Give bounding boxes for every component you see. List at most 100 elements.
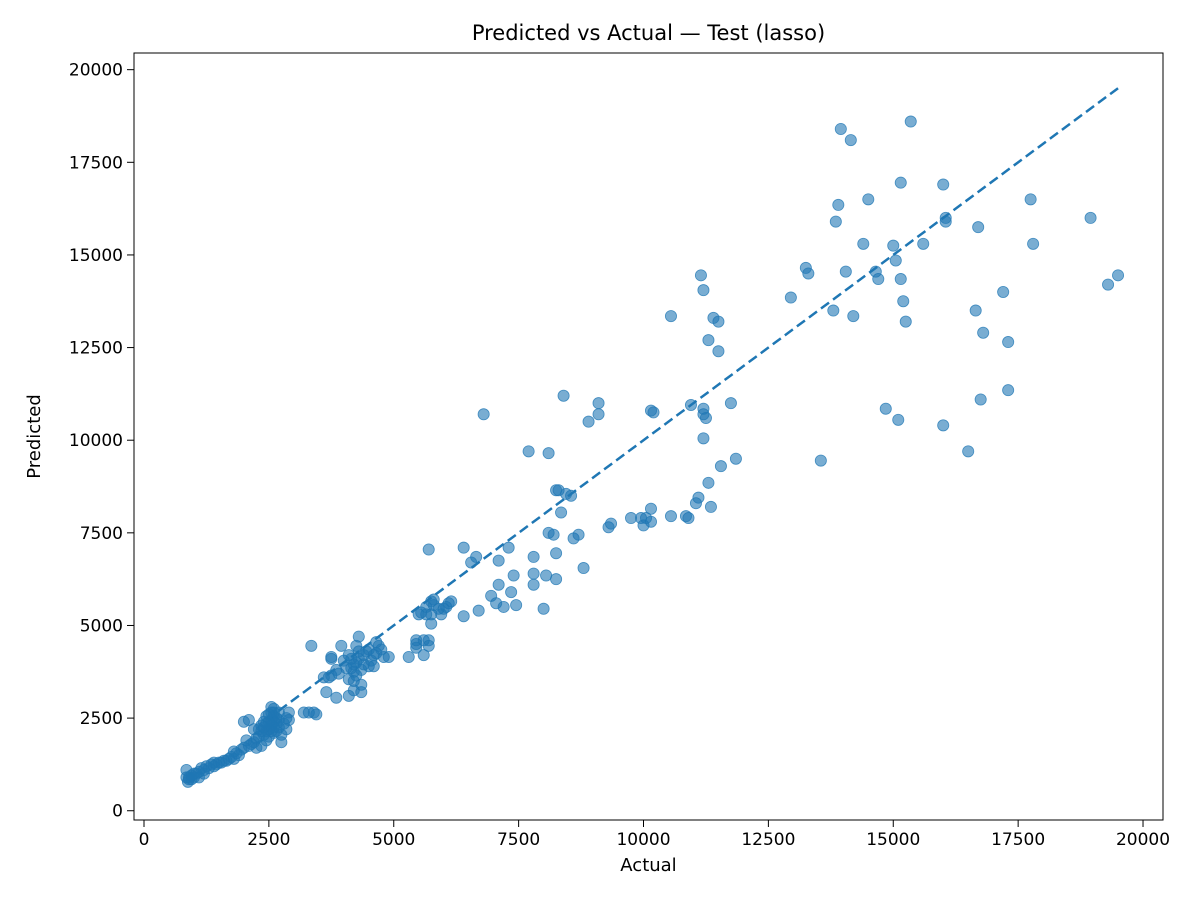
data-point — [542, 526, 555, 539]
data-point — [889, 254, 902, 267]
data-point — [664, 310, 677, 323]
data-point — [502, 541, 515, 554]
data-point — [350, 639, 363, 652]
data-point — [180, 771, 193, 784]
data-point — [635, 512, 648, 525]
data-point — [694, 269, 707, 282]
data-point — [550, 573, 563, 586]
data-point — [555, 506, 568, 519]
data-point — [237, 715, 250, 728]
y-tick-label: 10000 — [69, 431, 123, 451]
y-axis-label: Predicted — [24, 394, 45, 479]
data-point — [834, 122, 847, 135]
data-point — [275, 736, 288, 749]
data-point — [644, 404, 657, 417]
data-point — [457, 610, 470, 623]
data-point — [697, 284, 710, 297]
data-point — [847, 310, 860, 323]
data-point — [897, 295, 910, 308]
data-point — [527, 567, 540, 580]
data-point — [679, 510, 692, 523]
points-layer — [180, 115, 1125, 788]
data-point — [342, 689, 355, 702]
data-point — [477, 408, 490, 421]
data-point — [550, 547, 563, 560]
data-point — [697, 432, 710, 445]
data-point — [540, 569, 553, 582]
y-tick-label: 17500 — [69, 153, 123, 173]
data-point — [550, 484, 563, 497]
y-tick-label: 7500 — [80, 524, 123, 544]
data-point — [510, 599, 523, 612]
data-point — [879, 402, 892, 415]
data-point — [887, 239, 900, 252]
data-point — [410, 641, 423, 654]
data-point — [784, 291, 797, 304]
data-point — [892, 413, 905, 426]
data-point — [1002, 384, 1015, 397]
data-point — [664, 510, 677, 523]
data-point — [1002, 336, 1015, 349]
data-point — [522, 445, 535, 458]
data-point — [527, 550, 540, 563]
data-point — [537, 602, 550, 615]
data-point — [330, 691, 343, 704]
data-point — [485, 589, 498, 602]
data-point — [417, 649, 430, 662]
data-point — [602, 521, 615, 534]
data-point — [832, 198, 845, 211]
data-point — [714, 460, 727, 473]
y-tick-label: 0 — [112, 802, 123, 822]
x-axis-label: Actual — [620, 855, 676, 876]
data-point — [1112, 269, 1125, 282]
data-point — [937, 419, 950, 432]
data-point — [320, 686, 333, 699]
data-point — [702, 476, 715, 489]
data-point — [997, 285, 1010, 298]
data-point — [527, 578, 540, 591]
x-tick-label: 7500 — [497, 830, 540, 850]
data-point — [557, 389, 570, 402]
data-point — [799, 261, 812, 274]
data-point — [592, 397, 605, 410]
data-point — [697, 402, 710, 415]
data-point — [829, 215, 842, 228]
data-point — [402, 650, 415, 663]
data-point — [577, 562, 590, 575]
data-point — [457, 541, 470, 554]
y-tick-label: 20000 — [69, 61, 123, 81]
data-point — [814, 454, 827, 467]
data-point — [644, 502, 657, 515]
data-point — [305, 639, 318, 652]
data-point — [904, 115, 917, 128]
y-tick-label: 15000 — [69, 246, 123, 266]
data-point — [894, 176, 907, 189]
data-point — [1024, 193, 1037, 206]
reference-line — [278, 87, 1119, 712]
data-point — [969, 304, 982, 317]
x-tick-label: 0 — [139, 830, 150, 850]
data-point — [1102, 278, 1115, 291]
data-point — [472, 604, 485, 617]
data-point — [827, 304, 840, 317]
data-point — [689, 497, 702, 510]
data-point — [505, 586, 518, 599]
data-point — [492, 554, 505, 567]
data-point — [422, 543, 435, 556]
data-point — [724, 397, 737, 410]
data-point — [1027, 237, 1040, 250]
data-point — [582, 415, 595, 428]
data-point — [325, 650, 338, 663]
data-point — [899, 315, 912, 328]
data-point — [1084, 211, 1097, 224]
x-tick-label: 5000 — [372, 830, 415, 850]
data-point — [412, 608, 425, 621]
data-point — [972, 221, 985, 234]
data-point — [937, 178, 950, 191]
data-point — [862, 193, 875, 206]
data-point — [917, 237, 930, 250]
data-point — [567, 532, 580, 545]
data-point — [592, 408, 605, 421]
data-point — [894, 273, 907, 286]
